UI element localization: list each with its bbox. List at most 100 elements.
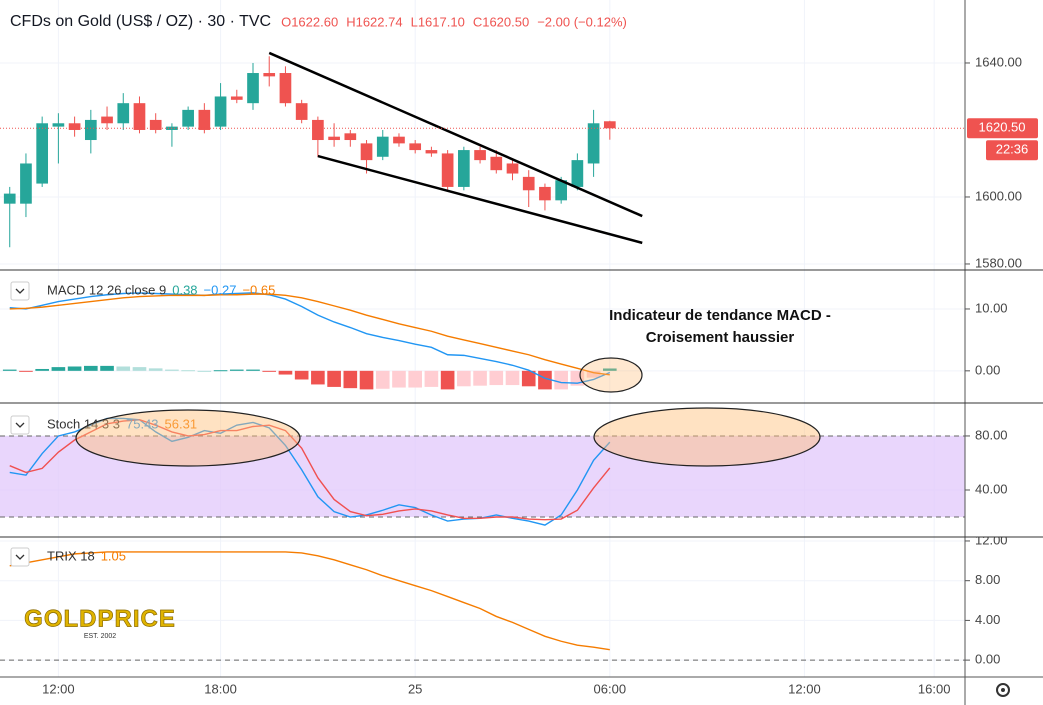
- highlight-ellipse: [75, 409, 301, 467]
- histogram-bar: [181, 370, 195, 372]
- histogram-bar: [148, 368, 163, 371]
- ohlc-label: H1622.74: [346, 14, 402, 29]
- candle-body: [571, 160, 584, 187]
- settings-icon[interactable]: [996, 683, 1010, 697]
- histogram-bar: [132, 367, 147, 371]
- legend-title: MACD 12 26 close 9: [47, 282, 166, 297]
- histogram-bar: [197, 370, 212, 372]
- histogram-bar: [19, 370, 33, 372]
- legend-value: −0.27: [204, 282, 237, 297]
- legend-value: 0.38: [172, 282, 197, 297]
- candle-body: [506, 163, 519, 174]
- candle-body: [344, 133, 357, 141]
- histogram-bar: [538, 370, 552, 390]
- histogram-bar: [84, 365, 98, 371]
- histogram-bar: [294, 370, 309, 380]
- histogram-bar: [165, 369, 179, 371]
- candle-body: [555, 180, 567, 201]
- histogram-bar: [51, 367, 66, 371]
- ohlc-label: −2.00 (−0.12%): [537, 14, 627, 29]
- ohlc-label: L1617.10: [411, 14, 465, 29]
- countdown-label: 22:36: [996, 142, 1029, 157]
- macd-pane: 0.00 10.00 MACD 12 26 close 9 0.38 −0.27 −0.6…: [0, 270, 1008, 403]
- y-tick-label: 8.00: [975, 572, 1000, 587]
- histogram-bar: [278, 370, 293, 375]
- indicator-line: [9, 292, 611, 384]
- candle-body: [539, 186, 551, 201]
- candle-body: [101, 116, 113, 124]
- histogram-bar: [554, 370, 568, 390]
- candle-body: [603, 121, 616, 129]
- candle-body: [295, 103, 308, 120]
- legend-value: 75.43: [126, 416, 159, 431]
- x-tick-label: 12:00: [42, 681, 75, 696]
- legend-chevron: [15, 288, 25, 294]
- trend-line: [268, 51, 643, 218]
- histogram-bar: [392, 370, 406, 388]
- candle-body: [376, 136, 389, 157]
- x-tick-label: 12:00: [788, 681, 821, 696]
- trend-line: [317, 154, 643, 245]
- x-tick-label: 18:00: [204, 681, 237, 696]
- candle-body: [20, 163, 32, 204]
- candle-body: [263, 73, 276, 77]
- histogram-bar: [100, 365, 114, 371]
- histogram-bar: [505, 370, 520, 386]
- candle-body: [214, 96, 227, 127]
- trix-pane: 0.00 4.00 8.00 12.00 TRIX 18 1.05: [0, 532, 1008, 677]
- logo: GOLDPRICE: [24, 605, 176, 632]
- legend-toggle: [10, 415, 30, 435]
- candle-body: [36, 123, 49, 184]
- candle-body: [474, 150, 486, 161]
- histogram-bar: [424, 370, 439, 387]
- chart-title: CFDs on Gold (US$ / OZ) · 30 · TVC: [10, 13, 271, 30]
- histogram-bar: [67, 366, 82, 371]
- candle-body: [360, 143, 373, 161]
- legend-toggle: [10, 547, 30, 567]
- legend-chevron: [15, 554, 25, 560]
- histogram-bar: [311, 370, 325, 385]
- candle-body: [247, 73, 259, 104]
- candle-body: [68, 123, 81, 130]
- candle-body: [425, 150, 438, 154]
- y-tick-label: 1580.00: [975, 255, 1022, 270]
- band-fill: [0, 435, 965, 518]
- candle-body: [409, 143, 422, 151]
- histogram-bar: [35, 368, 49, 371]
- price-pane: 1580.00 1600.00 1640.00 1620.50 22:36 CFDs on…: [0, 0, 1038, 270]
- histogram-bar: [262, 370, 277, 372]
- candle-body: [230, 96, 243, 100]
- legend-value: 1.05: [101, 548, 126, 563]
- candle-body: [3, 193, 16, 204]
- candle-body: [117, 103, 130, 124]
- candle-body: [522, 176, 535, 191]
- histogram-bar: [408, 370, 423, 388]
- y-tick-label: 0.00: [975, 652, 1000, 667]
- last-price-label: 1620.50: [979, 120, 1026, 135]
- candle-body: [182, 109, 194, 127]
- countdown-box: [986, 140, 1038, 161]
- y-tick-label: 1600.00: [975, 188, 1022, 203]
- annotation: Indicateur de tendance MACD -: [609, 307, 831, 324]
- legend-value: −0.65: [242, 282, 275, 297]
- y-tick-label: 4.00: [975, 612, 1000, 627]
- y-tick-label: 1640.00: [975, 54, 1022, 69]
- candle-body: [279, 73, 292, 104]
- last-price-box: [967, 118, 1038, 139]
- y-tick-label: 12.00: [975, 532, 1008, 547]
- candle-body: [149, 119, 162, 130]
- candle-body: [133, 103, 146, 130]
- candle-body: [458, 150, 470, 187]
- annotation: Croisement haussier: [646, 329, 795, 346]
- legend-title: TRIX 18: [47, 548, 95, 563]
- histogram-bar: [603, 368, 617, 371]
- candle-body: [328, 136, 340, 141]
- candle-body: [52, 123, 65, 127]
- y-tick-label: 40.00: [975, 481, 1008, 496]
- legend-toggle: [10, 281, 30, 301]
- candle-body: [587, 123, 600, 164]
- time-axis: 12:00 18:00 25 06:00 12:00 16:00: [42, 681, 950, 696]
